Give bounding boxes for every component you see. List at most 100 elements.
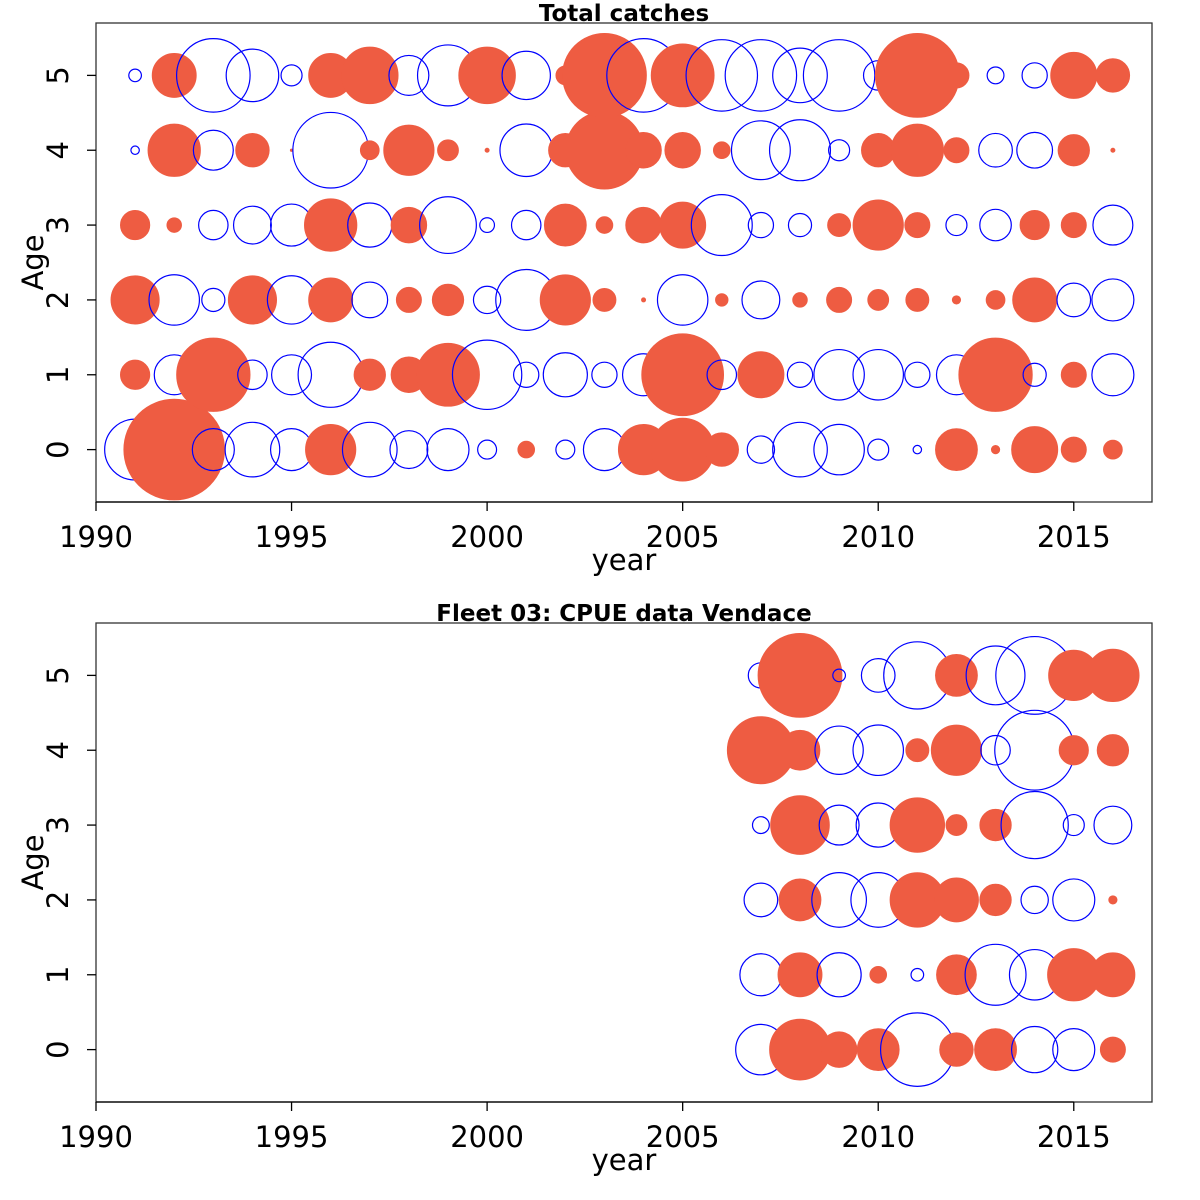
bubble-negative bbox=[201, 287, 226, 313]
bubble-negative bbox=[904, 361, 931, 388]
bubble-positive bbox=[416, 342, 480, 407]
bubble-positive bbox=[641, 297, 647, 303]
y-tick-label: 5 bbox=[41, 666, 75, 684]
bubble-negative bbox=[389, 430, 429, 470]
bubble-positive bbox=[905, 738, 930, 763]
bubble-negative bbox=[772, 47, 828, 104]
bubble-negative bbox=[656, 274, 709, 326]
bubble-positive bbox=[827, 213, 852, 238]
bubble-negative bbox=[965, 645, 1026, 706]
bubble-positive bbox=[935, 653, 978, 697]
y-tick-label: 0 bbox=[41, 1040, 75, 1058]
bubble-negative bbox=[341, 421, 398, 478]
bubble-negative bbox=[1056, 282, 1092, 318]
bubble-positive bbox=[990, 445, 1001, 455]
bubble-negative bbox=[813, 423, 865, 476]
x-axis: 1990 1995 2000 2005 2010 2015 bbox=[59, 501, 1111, 554]
bubble-positive bbox=[664, 131, 701, 169]
x-axis-label: year bbox=[592, 543, 657, 577]
bubble-negative bbox=[451, 339, 523, 411]
bubble-positive bbox=[659, 201, 707, 249]
bubble-positive bbox=[958, 337, 1033, 412]
bubble-positive bbox=[151, 52, 197, 98]
bubble-positive bbox=[625, 206, 662, 244]
bubble-positive bbox=[936, 954, 977, 996]
bubble-positive bbox=[930, 724, 983, 776]
bubble-negative bbox=[542, 352, 588, 398]
y-tick-label: 2 bbox=[41, 291, 75, 309]
bubble-negative bbox=[1022, 362, 1047, 387]
bubble-negative bbox=[426, 428, 470, 472]
bubble-negative bbox=[813, 348, 865, 401]
bubble-positive bbox=[1096, 734, 1130, 767]
bubble-negative bbox=[724, 39, 798, 112]
bubble-positive bbox=[123, 398, 226, 501]
bubble-series bbox=[104, 32, 1135, 501]
y-tick-label: 1 bbox=[41, 366, 75, 384]
bubble-positive bbox=[869, 965, 888, 984]
bubble-positive bbox=[737, 351, 785, 399]
bubble-negative bbox=[513, 361, 540, 388]
bubble-negative bbox=[1000, 790, 1069, 860]
bubble-positive bbox=[484, 147, 490, 153]
x-tick-label: 2005 bbox=[646, 1120, 720, 1154]
bubble-positive bbox=[979, 883, 1012, 917]
bubble-positive bbox=[539, 274, 591, 326]
bubble-negative bbox=[730, 120, 791, 181]
bubble-positive bbox=[1060, 212, 1087, 239]
y-tick-label: 3 bbox=[41, 816, 75, 834]
bubble-positive bbox=[437, 139, 459, 162]
bubble-positive bbox=[592, 287, 617, 312]
bubble-positive bbox=[458, 46, 516, 105]
bubble-positive bbox=[390, 206, 428, 244]
bubble-negative bbox=[191, 428, 235, 472]
bubble-negative bbox=[232, 205, 272, 245]
bubble-negative bbox=[224, 421, 281, 478]
bubble-negative bbox=[751, 816, 770, 835]
bubble-positive bbox=[704, 432, 739, 467]
bubble-negative bbox=[148, 274, 201, 326]
bubble-negative bbox=[978, 132, 1013, 168]
bubble-negative bbox=[1093, 805, 1133, 845]
bubble-positive bbox=[235, 133, 270, 168]
bubble-positive bbox=[826, 286, 853, 313]
bubble-negative bbox=[979, 208, 1012, 242]
bubble-negative bbox=[739, 953, 783, 997]
bubble-positive bbox=[431, 283, 465, 317]
bubble-negative bbox=[741, 280, 781, 320]
bubble-positive bbox=[1086, 648, 1140, 703]
bubble-positive bbox=[856, 1028, 900, 1072]
x-tick-label: 2000 bbox=[450, 1120, 524, 1154]
bubble-positive bbox=[120, 209, 151, 241]
y-axis: 0 1 2 3 4 5 bbox=[41, 666, 96, 1059]
bubble-positive bbox=[985, 290, 1006, 310]
bubble-positive bbox=[861, 133, 896, 168]
bubble-negative bbox=[1091, 278, 1135, 322]
bubble-positive bbox=[650, 43, 715, 108]
bubble-positive bbox=[867, 289, 890, 311]
bubble-positive bbox=[359, 140, 380, 161]
x-tick-label: 2010 bbox=[841, 1120, 915, 1154]
bubble-negative bbox=[706, 359, 738, 391]
bubble-positive bbox=[939, 1032, 974, 1067]
bubble-negative bbox=[1021, 62, 1048, 89]
x-tick-label: 2015 bbox=[1037, 520, 1111, 554]
bubble-positive bbox=[792, 292, 808, 308]
bubble-positive bbox=[905, 287, 930, 312]
bubble-positive bbox=[1095, 58, 1131, 93]
bubble-positive bbox=[341, 46, 399, 105]
bubble-positive bbox=[543, 203, 587, 247]
x-tick-label: 2005 bbox=[646, 520, 720, 554]
bubble-positive bbox=[820, 1031, 858, 1068]
bubble-negative bbox=[225, 48, 280, 103]
bubble-positive bbox=[595, 216, 614, 234]
y-tick-label: 1 bbox=[41, 966, 75, 984]
bubble-negative bbox=[685, 39, 759, 112]
bubble-negative bbox=[852, 724, 905, 777]
bubble-negative bbox=[501, 50, 551, 101]
bubble-positive bbox=[562, 32, 647, 118]
bubble-negative bbox=[192, 129, 234, 171]
x-tick-label: 1995 bbox=[255, 520, 329, 554]
bubble-negative bbox=[477, 439, 498, 460]
